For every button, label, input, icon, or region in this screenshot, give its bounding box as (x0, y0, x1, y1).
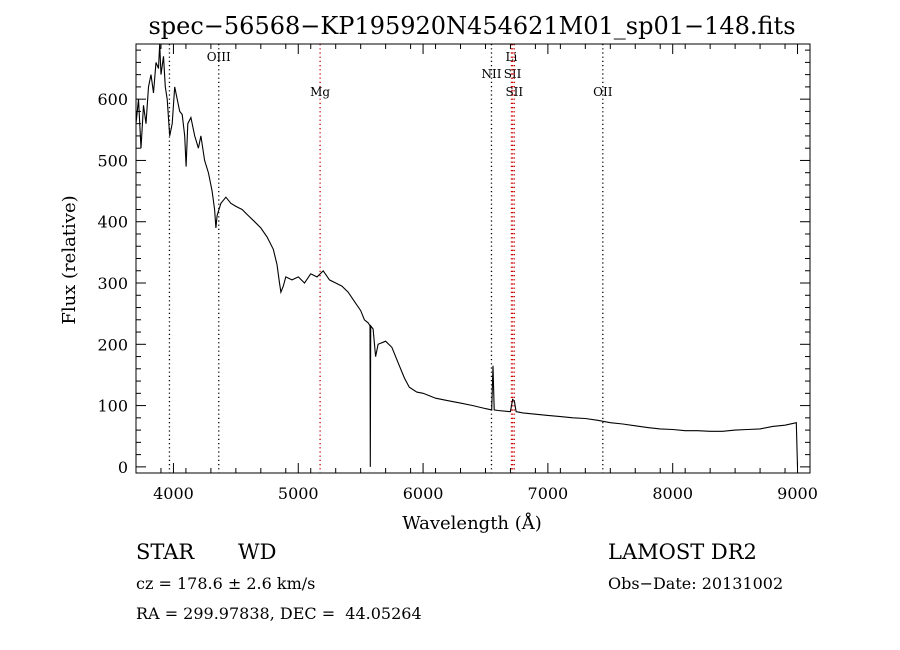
chart-title: spec−56568−KP195920N454621M01_sp01−148.f… (148, 12, 795, 40)
sky-coordinates: RA = 299.97838, DEC = 44.05264 (136, 604, 422, 623)
redshift-cz: cz = 178.6 ± 2.6 km/s (136, 574, 316, 593)
spectral-line-label: OII (593, 85, 613, 99)
axes: 4000 5000 6000 7000 8000 9000 0 100 200 300 400 500… (97, 44, 818, 503)
y-tick-label: 400 (97, 213, 128, 232)
spectral-line-label: Li (506, 50, 518, 64)
object-type: STAR (136, 540, 195, 564)
y-tick-label: 200 (97, 335, 128, 354)
spectral-line-label: SII (504, 67, 522, 81)
x-tick-label: 7000 (528, 484, 569, 503)
plot-frame (135, 43, 811, 474)
spectral-line-label: SII (505, 85, 523, 99)
spectral-line-label: Mg (310, 85, 330, 99)
x-tick-label: 4000 (153, 484, 194, 503)
spectral-line-label: NII (481, 67, 501, 81)
observation-date: Obs−Date: 20131002 (608, 574, 784, 593)
x-tick-label: 9000 (777, 484, 818, 503)
y-tick-label: 100 (97, 397, 128, 416)
object-subclass: WD (238, 540, 277, 564)
y-tick-label: 500 (97, 151, 128, 170)
x-tick-label: 5000 (278, 484, 319, 503)
spectrum-series-line (135, 43, 799, 467)
survey-name: LAMOST DR2 (608, 540, 757, 564)
x-tick-label: 6000 (403, 484, 444, 503)
y-axis-label: Flux (relative) (59, 195, 80, 324)
spectral-line-label: OIII (207, 50, 231, 64)
x-axis-label: Wavelength (Å) (402, 512, 542, 534)
spectral-line-markers: OIII Mg NII Li SII SII OII (168, 44, 613, 473)
y-tick-label: 300 (97, 274, 128, 293)
x-tick-label: 8000 (652, 484, 693, 503)
y-tick-label: 0 (118, 458, 128, 477)
y-tick-label: 600 (97, 90, 128, 109)
